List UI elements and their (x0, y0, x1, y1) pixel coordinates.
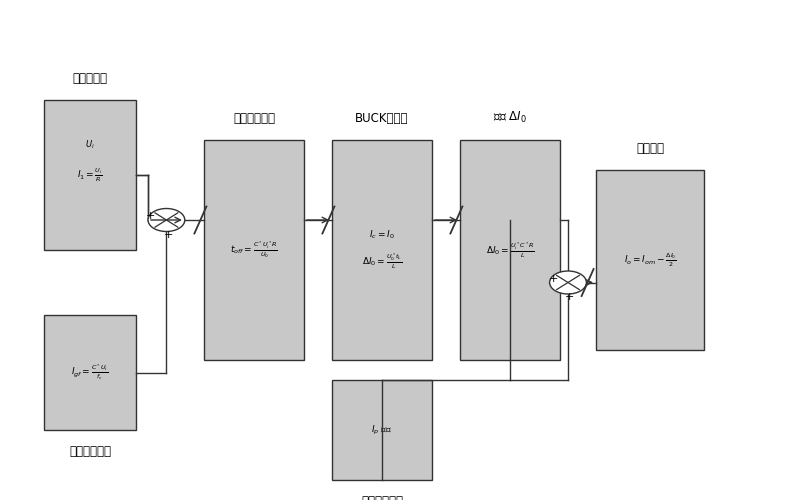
Text: +: + (549, 274, 558, 283)
Text: +: + (163, 230, 173, 240)
Bar (332, 380, 432, 480)
Text: $I_{gf}=\frac{C^*U_i}{f_c}$: $I_{gf}=\frac{C^*U_i}{f_c}$ (71, 362, 109, 382)
Text: BUCK主电路: BUCK主电路 (355, 112, 409, 125)
Text: +: + (146, 211, 155, 221)
Text: 输出恒流: 输出恒流 (636, 142, 664, 155)
Text: 基准电容电路: 基准电容电路 (69, 445, 111, 458)
Bar (44, 100, 136, 250)
Bar (596, 170, 704, 350)
Text: 关断时间控制: 关断时间控制 (233, 112, 275, 125)
Text: 恒定 $\Delta I_0$: 恒定 $\Delta I_0$ (493, 110, 527, 125)
Text: 峰值电流控制: 峰值电流控制 (361, 495, 403, 500)
Circle shape (550, 271, 586, 294)
Text: +: + (565, 292, 574, 302)
Text: $U_i$: $U_i$ (85, 138, 95, 151)
Bar (204, 140, 304, 360)
Bar (332, 140, 432, 360)
Bar (460, 140, 560, 360)
Text: $I_c=I_0$
$\Delta I_0=\frac{U_0^*t_L}{L}$: $I_c=I_0$ $\Delta I_0=\frac{U_0^*t_L}{L}… (362, 229, 402, 271)
Text: $t_{off}=\frac{C^*U_i^*R}{U_0}$: $t_{off}=\frac{C^*U_i^*R}{U_0}$ (230, 240, 278, 260)
Text: $I_1=\frac{U_i}{R}$: $I_1=\frac{U_i}{R}$ (77, 166, 103, 184)
Bar (44, 315, 136, 430)
Circle shape (148, 208, 185, 232)
Text: $I_p$ 恒定: $I_p$ 恒定 (371, 424, 393, 436)
Text: $I_o=I_{om}-\frac{\Delta I_0}{2}$: $I_o=I_{om}-\frac{\Delta I_0}{2}$ (623, 251, 677, 269)
Text: 压控电流源: 压控电流源 (73, 72, 107, 85)
Text: $\Delta I_0=\frac{U_i^*C^*R}{L}$: $\Delta I_0=\frac{U_i^*C^*R}{L}$ (486, 240, 534, 260)
